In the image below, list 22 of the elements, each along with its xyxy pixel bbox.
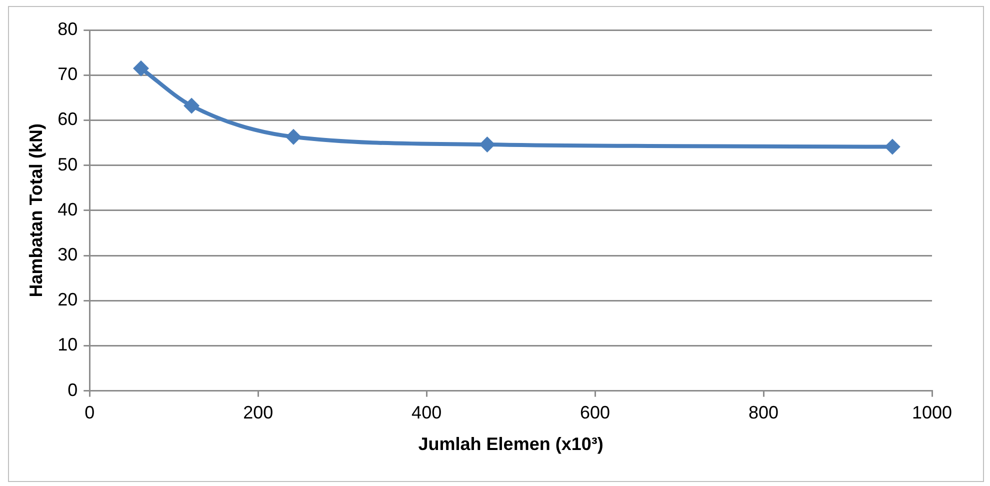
- y-tick-label: 60: [58, 109, 78, 130]
- y-tick-label: 10: [58, 334, 78, 355]
- x-tick-label: 800: [748, 402, 779, 423]
- y-tick-label: 20: [58, 290, 78, 310]
- x-tick-label: 200: [243, 402, 274, 423]
- y-tick-label: 50: [58, 154, 78, 174]
- y-tick-label: 30: [58, 244, 78, 264]
- y-tick-label: 0: [68, 380, 78, 400]
- point: [133, 60, 150, 76]
- point: [479, 136, 496, 153]
- x-axis-title: Jumlah Elemen (x10³): [418, 434, 604, 454]
- y-tick-label: 40: [58, 199, 78, 220]
- point: [285, 128, 302, 145]
- x-tick-label: 400: [412, 402, 442, 423]
- y-axis-title: Hambatan Total (kN): [26, 124, 46, 298]
- point: [884, 138, 900, 155]
- y-tick-label: 80: [58, 18, 78, 39]
- y-tick-label: 70: [58, 64, 78, 84]
- x-tick-label: 600: [580, 402, 610, 423]
- x-tick-label: 1000: [912, 402, 952, 423]
- point: [184, 98, 200, 114]
- x-tick-label: 0: [84, 402, 95, 423]
